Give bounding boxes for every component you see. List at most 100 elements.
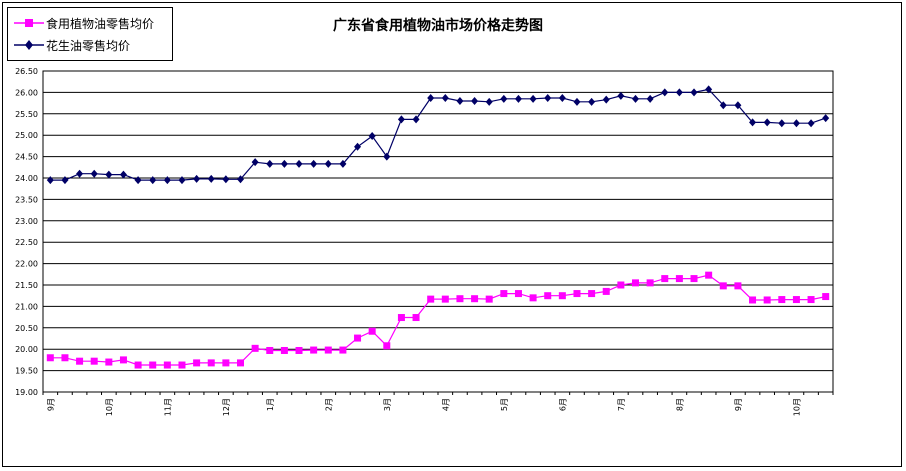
data-point <box>500 94 508 103</box>
data-point <box>354 334 362 342</box>
data-point <box>368 132 376 141</box>
data-point <box>690 88 698 97</box>
y-tick-label: 26.50 <box>15 67 38 76</box>
data-point <box>807 119 815 128</box>
data-point <box>46 354 54 362</box>
data-point <box>822 293 830 301</box>
y-tick-label: 19.00 <box>15 388 38 397</box>
data-point <box>675 88 683 97</box>
data-point <box>61 176 69 185</box>
y-tick-label: 24.50 <box>15 153 38 162</box>
data-point <box>471 96 479 105</box>
data-point <box>529 294 537 302</box>
x-tick-label: 12月 <box>222 398 231 416</box>
x-tick-label: 1月 <box>266 398 275 411</box>
data-point <box>280 159 288 168</box>
data-point <box>734 282 742 290</box>
data-point <box>456 96 464 105</box>
data-point <box>749 118 757 127</box>
legend-label: 食用植物油零售均价 <box>46 17 155 31</box>
data-point <box>558 93 566 102</box>
data-point <box>119 356 127 364</box>
data-point <box>749 296 757 304</box>
data-point <box>646 279 654 287</box>
x-tick-label: 3月 <box>383 398 392 411</box>
x-tick-label: 7月 <box>617 398 626 411</box>
data-point <box>763 118 771 127</box>
data-point <box>237 359 244 367</box>
data-point <box>339 159 347 168</box>
data-point <box>354 142 362 151</box>
data-point <box>471 295 479 303</box>
data-point <box>544 93 552 102</box>
data-point <box>280 346 288 354</box>
data-point <box>237 175 244 184</box>
data-point <box>617 281 625 289</box>
data-point <box>178 361 186 369</box>
y-tick-label: 19.50 <box>15 367 38 376</box>
x-tick-label: 5月 <box>500 398 509 411</box>
data-point <box>134 361 142 369</box>
data-point <box>690 275 698 283</box>
data-point <box>441 295 449 303</box>
data-point <box>251 344 259 352</box>
data-point <box>251 158 259 167</box>
data-point <box>602 95 610 104</box>
data-point <box>514 94 522 103</box>
data-point <box>207 359 215 367</box>
series-line <box>50 274 826 366</box>
data-point <box>295 159 303 168</box>
data-point <box>397 115 405 124</box>
data-point <box>163 176 171 185</box>
data-point <box>441 93 449 102</box>
data-point <box>295 346 303 354</box>
y-tick-label: 21.50 <box>15 281 38 290</box>
chart-plot: 19.00 19.50 20.00 20.50 21.00 21.50 22.00 22.50… <box>15 67 834 416</box>
data-point <box>324 159 332 168</box>
data-point <box>324 346 332 354</box>
data-point <box>310 159 318 168</box>
data-point <box>193 359 201 367</box>
x-tick-label: 6月 <box>558 398 567 411</box>
data-point <box>500 290 508 298</box>
data-point <box>222 359 230 367</box>
data-point <box>602 287 610 295</box>
data-point <box>719 101 727 110</box>
y-tick-label: 20.50 <box>15 324 38 333</box>
data-point <box>705 271 713 279</box>
y-tick-label: 23.50 <box>15 195 38 204</box>
data-point <box>822 114 830 123</box>
data-point <box>778 296 786 304</box>
data-point <box>485 295 493 303</box>
data-point <box>163 361 171 369</box>
chart-title: 广东省食用植物油市场价格走势图 <box>333 18 543 34</box>
legend-item-series-2: 花生油零售均价 <box>8 36 172 54</box>
data-point <box>149 176 157 185</box>
data-point <box>397 314 405 322</box>
data-point <box>266 346 274 354</box>
x-tick-label: 9月 <box>734 398 743 411</box>
y-tick-label: 24.00 <box>15 174 38 183</box>
data-point <box>222 175 230 184</box>
data-point <box>485 97 493 106</box>
data-point <box>456 295 464 303</box>
y-tick-label: 26.00 <box>15 88 38 97</box>
data-point <box>792 296 800 304</box>
data-point <box>193 174 201 183</box>
x-tick-label: 10月 <box>105 398 114 416</box>
data-point <box>310 346 318 354</box>
legend: 食用植物油零售均价 花生油零售均价 <box>7 7 173 61</box>
y-tick-label: 25.00 <box>15 131 38 140</box>
data-point <box>427 93 435 102</box>
data-point <box>763 296 771 304</box>
data-point <box>573 290 581 298</box>
data-point <box>778 119 786 128</box>
data-point <box>514 290 522 298</box>
legend-label: 花生油零售均价 <box>46 39 131 53</box>
data-point <box>178 176 186 185</box>
data-point <box>412 314 420 322</box>
data-point <box>266 159 274 168</box>
x-tick-label: 8月 <box>675 398 684 411</box>
data-point <box>412 115 420 124</box>
